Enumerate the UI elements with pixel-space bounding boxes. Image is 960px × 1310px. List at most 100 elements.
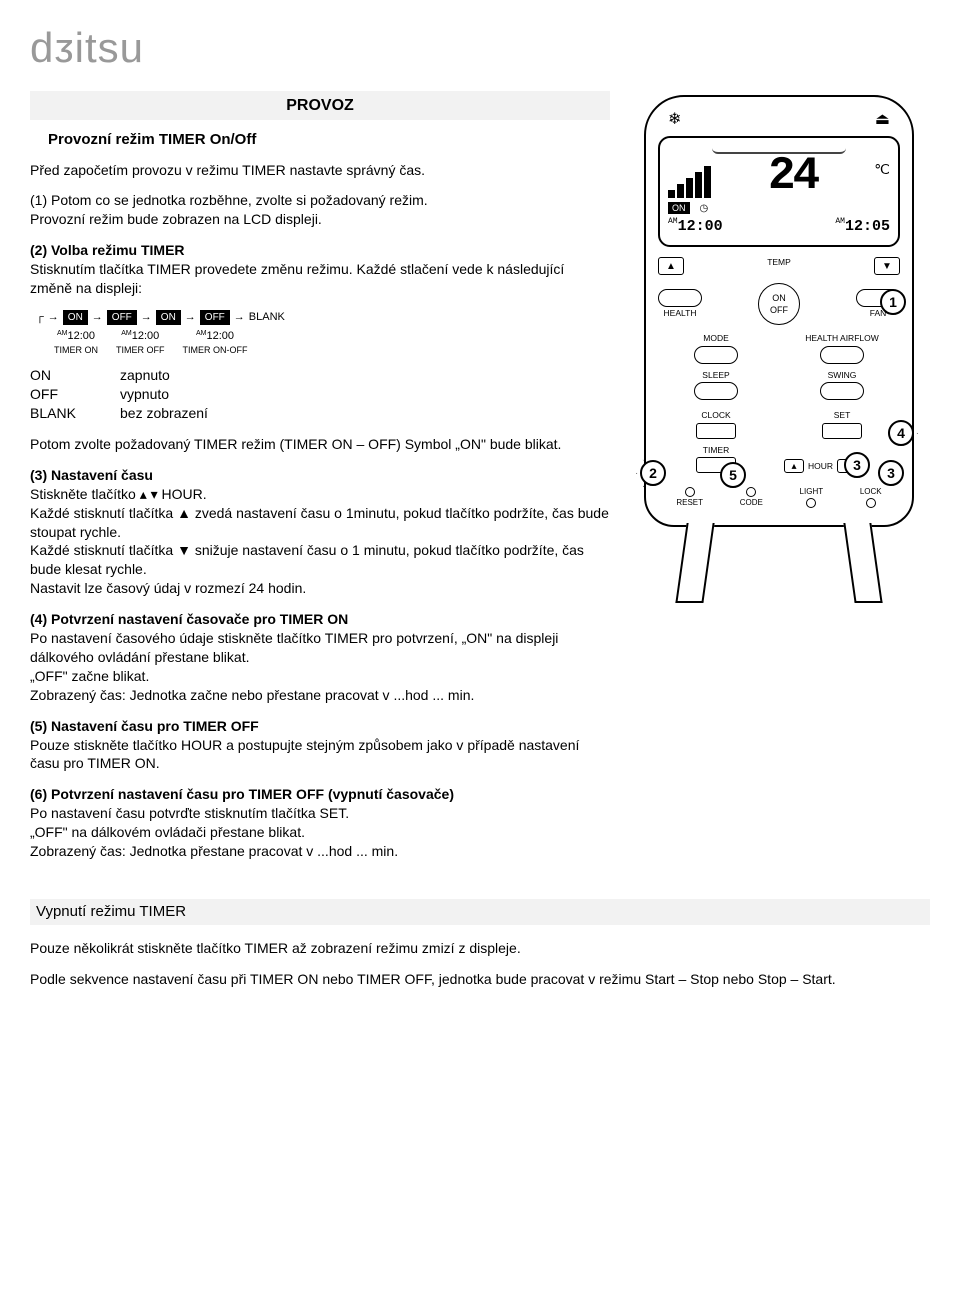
step3-a2: HOUR. bbox=[158, 486, 207, 502]
callout-5: 5 bbox=[720, 462, 746, 488]
seq-blank: BLANK bbox=[249, 310, 285, 325]
seq-off: OFF bbox=[107, 310, 137, 326]
seq-t3: 12:00 bbox=[206, 330, 234, 342]
state-on-val: zapnuto bbox=[120, 366, 610, 385]
step1-line2: Provozní režim bude zobrazen na LCD disp… bbox=[30, 211, 322, 227]
triangle-down-icon bbox=[151, 486, 158, 502]
lbl-lock: LOCK bbox=[860, 487, 882, 498]
remote-illustration: ❄ ⏏ 24 ℃ ON ◷ bbox=[644, 95, 914, 527]
seq-l2: TIMER OFF bbox=[116, 344, 165, 356]
lbl-mode: MODE bbox=[703, 333, 729, 344]
clock-button[interactable] bbox=[696, 423, 736, 439]
lcd-screen: 24 ℃ ON ◷ AM12:00 AM12:05 bbox=[658, 136, 900, 247]
swing-button[interactable] bbox=[820, 382, 864, 400]
hour-up-button[interactable]: ▴ bbox=[784, 459, 804, 473]
lcd-t1-pfx: AM bbox=[668, 217, 678, 226]
seq-on: ON bbox=[63, 310, 88, 326]
timer-off-p2: Podle sekvence nastavení času při TIMER … bbox=[30, 970, 930, 989]
seq-am-2: AM bbox=[121, 330, 132, 337]
lbl-hour: HOUR bbox=[808, 461, 833, 472]
callout-1: 1 bbox=[880, 289, 906, 315]
seq-t1: 12:00 bbox=[67, 330, 95, 342]
step4-c: Zobrazený čas: Jednotka začne nebo přest… bbox=[30, 687, 474, 703]
lcd-temp-unit: ℃ bbox=[874, 156, 890, 179]
solid-down-icon bbox=[177, 542, 191, 558]
lbl-light: LIGHT bbox=[800, 487, 824, 498]
seq-l3: TIMER ON-OFF bbox=[183, 344, 248, 356]
intro-text: Před započetím provozu v režimu TIMER na… bbox=[30, 161, 610, 180]
step1-line1: (1) Potom co se jednotka rozběhne, zvolt… bbox=[30, 192, 428, 208]
state-off-val: vypnuto bbox=[120, 385, 610, 404]
seq-am-3: AM bbox=[196, 330, 207, 337]
triangle-up-icon bbox=[140, 486, 147, 502]
step2: (2) Volba režimu TIMER Stisknutím tlačít… bbox=[30, 241, 610, 298]
section-heading: Provozní režim TIMER On/Off bbox=[48, 130, 610, 150]
seq-l1: TIMER ON bbox=[54, 344, 98, 356]
step4-heading: (4) Potvrzení nastavení časovače pro TIM… bbox=[30, 611, 348, 627]
lcd-on-indicator: ON bbox=[668, 202, 690, 214]
lbl-temp: TEMP bbox=[767, 257, 791, 268]
step6-heading: (6) Potvrzení nastavení času pro TIMER O… bbox=[30, 786, 454, 802]
step3-c1: Každé stisknutí tlačítka bbox=[30, 542, 177, 558]
callout-3b: 3 bbox=[878, 460, 904, 486]
timer-sequence-figure: ┌ ON OFF ON OFF BLANK AM12:00 TIMER ON A… bbox=[30, 310, 610, 356]
step6-b: „OFF" na dálkovém ovládači přestane blik… bbox=[30, 824, 305, 840]
temp-down-button[interactable]: ▼ bbox=[874, 257, 900, 275]
step5: (5) Nastavení času pro TIMER OFF Pouze s… bbox=[30, 717, 610, 774]
seq-on2: ON bbox=[156, 310, 181, 326]
callout-2: 2 bbox=[640, 460, 666, 486]
step5-heading: (5) Nastavení času pro TIMER OFF bbox=[30, 718, 259, 734]
step4: (4) Potvrzení nastavení časovače pro TIM… bbox=[30, 610, 610, 704]
step3-a1: Stiskněte tlačítko bbox=[30, 486, 140, 502]
illustration-column: ❄ ⏏ 24 ℃ ON ◷ bbox=[628, 91, 930, 873]
state-off-key: OFF bbox=[30, 385, 120, 404]
seq-off2: OFF bbox=[200, 310, 230, 326]
text-column: PROVOZ Provozní režim TIMER On/Off Před … bbox=[30, 91, 610, 873]
snowflake-icon: ❄ bbox=[668, 109, 681, 131]
eject-icon: ⏏ bbox=[875, 109, 890, 131]
btn-on-text: ON bbox=[772, 292, 786, 304]
solid-up-icon bbox=[177, 505, 191, 521]
timer-off-heading: Vypnutí režimu TIMER bbox=[30, 899, 930, 925]
state-table: ONzapnuto OFFvypnuto BLANKbez zobrazení bbox=[30, 366, 610, 423]
lcd-t2-pfx: AM bbox=[835, 217, 845, 226]
step3-d: Nastavit lze časový údaj v rozmezí 24 ho… bbox=[30, 580, 306, 596]
health-button[interactable] bbox=[658, 289, 702, 307]
step6-c: Zobrazený čas: Jednotka přestane pracova… bbox=[30, 843, 398, 859]
clock-icon: ◷ bbox=[700, 202, 709, 216]
sleep-button[interactable] bbox=[694, 382, 738, 400]
remote-stand bbox=[628, 523, 930, 603]
step6: (6) Potvrzení nastavení času pro TIMER O… bbox=[30, 785, 610, 861]
code-button[interactable] bbox=[746, 487, 756, 497]
step2-body: Stisknutím tlačítka TIMER provedete změn… bbox=[30, 261, 564, 296]
callout-3: 3 bbox=[844, 452, 870, 478]
seq-t2: 12:00 bbox=[132, 330, 160, 342]
set-button[interactable] bbox=[822, 423, 862, 439]
power-button[interactable]: ON OFF bbox=[758, 283, 800, 325]
lcd-time2: 12:05 bbox=[845, 218, 890, 235]
lock-button[interactable] bbox=[866, 498, 876, 508]
step4-a: Po nastavení časového údaje stiskněte tl… bbox=[30, 630, 558, 665]
callout-4: 4 bbox=[888, 420, 914, 446]
seq-am-1: AM bbox=[57, 330, 68, 337]
state-blank-key: BLANK bbox=[30, 404, 120, 423]
lbl-timer: TIMER bbox=[703, 445, 729, 456]
signal-bars bbox=[668, 164, 711, 198]
step6-a: Po nastavení času potvrďte stisknutím tl… bbox=[30, 805, 349, 821]
lbl-sleep: SLEEP bbox=[702, 370, 729, 381]
lbl-clock: CLOCK bbox=[701, 410, 730, 421]
step5-a: Pouze stiskněte tlačítko HOUR a postupuj… bbox=[30, 737, 579, 772]
step3: (3) Nastavení času Stiskněte tlačítko HO… bbox=[30, 466, 610, 598]
state-on-key: ON bbox=[30, 366, 120, 385]
health-airflow-button[interactable] bbox=[820, 346, 864, 364]
lbl-health-airflow: HEALTH AIRFLOW bbox=[805, 333, 879, 344]
reset-button[interactable] bbox=[685, 487, 695, 497]
step2-heading: (2) Volba režimu TIMER bbox=[30, 242, 185, 258]
light-button[interactable] bbox=[806, 498, 816, 508]
lbl-swing: SWING bbox=[828, 370, 857, 381]
brand-logo: dᴣitsu bbox=[30, 20, 930, 77]
lcd-temperature: 24 bbox=[768, 156, 817, 197]
mode-button[interactable] bbox=[694, 346, 738, 364]
step3-heading: (3) Nastavení času bbox=[30, 467, 153, 483]
temp-up-button[interactable]: ▲ bbox=[658, 257, 684, 275]
